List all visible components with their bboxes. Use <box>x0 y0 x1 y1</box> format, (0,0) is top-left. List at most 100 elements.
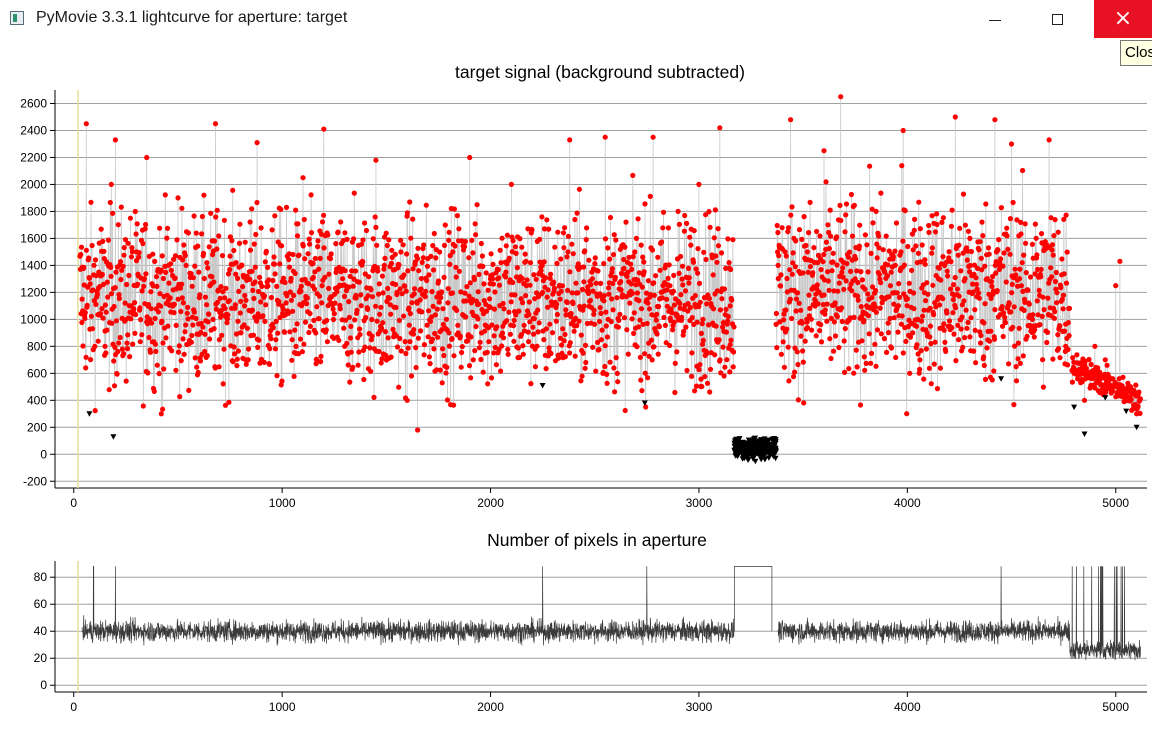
signal-point <box>216 233 222 239</box>
signal-point <box>179 205 185 211</box>
signal-point <box>597 305 603 311</box>
signal-point <box>729 297 735 303</box>
signal-point <box>632 249 638 255</box>
signal-point <box>1061 271 1067 277</box>
signal-point <box>193 230 199 236</box>
signal-plot[interactable]: -200020040060080010001200140016001800200… <box>0 80 1152 510</box>
signal-point <box>645 278 652 284</box>
maximize-button[interactable] <box>1028 0 1086 38</box>
signal-point <box>114 371 120 377</box>
signal-point <box>284 293 290 299</box>
signal-point <box>651 344 657 350</box>
signal-point <box>1005 246 1011 252</box>
signal-point <box>888 345 895 351</box>
close-button[interactable]: × <box>1094 0 1152 38</box>
signal-point <box>728 337 734 343</box>
signal-point <box>378 304 384 310</box>
signal-point <box>227 253 233 259</box>
signal-point <box>387 295 393 301</box>
signal-point <box>991 368 997 374</box>
low-signal-marker <box>745 437 752 443</box>
signal-point <box>111 358 117 364</box>
signal-point <box>958 326 964 332</box>
signal-point <box>904 411 910 417</box>
signal-point <box>773 321 779 327</box>
signal-point <box>419 259 425 265</box>
signal-point <box>968 315 974 321</box>
signal-point <box>986 251 992 257</box>
signal-point <box>690 259 697 265</box>
signal-point <box>588 282 594 288</box>
signal-point <box>547 275 553 281</box>
signal-point <box>222 305 228 311</box>
signal-point <box>1061 216 1067 222</box>
signal-point <box>206 244 212 250</box>
signal-point <box>197 358 204 364</box>
signal-point <box>88 199 94 205</box>
signal-point <box>79 319 85 326</box>
signal-point <box>826 287 832 293</box>
signal-point <box>807 264 814 270</box>
signal-point <box>578 332 584 338</box>
pixels-x-tick-label: 1000 <box>269 700 296 714</box>
signal-point <box>132 208 138 215</box>
signal-point <box>893 354 899 361</box>
signal-point <box>878 280 884 286</box>
signal-point <box>267 346 273 352</box>
signal-y-tick-label: 2400 <box>20 123 47 137</box>
signal-point <box>134 221 140 227</box>
signal-point <box>522 251 528 257</box>
signal-point <box>265 264 271 270</box>
signal-point <box>145 370 151 376</box>
signal-point <box>513 312 519 318</box>
signal-point <box>115 222 121 228</box>
signal-point <box>660 209 667 215</box>
signal-point <box>985 245 992 251</box>
signal-point <box>557 296 563 302</box>
signal-point <box>1045 295 1051 301</box>
signal-point <box>920 313 926 319</box>
signal-point <box>917 366 923 372</box>
signal-y-tick-label: 400 <box>27 393 47 407</box>
signal-point <box>157 225 163 231</box>
signal-point <box>778 283 784 289</box>
signal-point <box>451 402 457 408</box>
signal-point <box>313 330 319 336</box>
signal-point <box>101 248 107 254</box>
signal-point <box>640 254 646 260</box>
signal-point <box>978 255 984 261</box>
signal-point <box>253 231 259 238</box>
signal-point <box>880 247 886 253</box>
low-signal-marker <box>747 442 754 448</box>
signal-point <box>162 192 168 198</box>
signal-point <box>581 279 587 285</box>
signal-y-tick-label: 1600 <box>20 231 47 245</box>
signal-point <box>564 254 570 260</box>
signal-point <box>430 267 437 273</box>
minimize-button[interactable] <box>966 0 1024 38</box>
signal-point <box>454 307 460 313</box>
signal-point <box>485 287 491 293</box>
signal-point <box>520 343 526 349</box>
signal-point <box>351 190 357 196</box>
signal-point <box>1063 212 1069 218</box>
signal-point <box>980 233 986 239</box>
signal-point <box>190 322 196 328</box>
signal-point <box>89 242 95 249</box>
signal-point <box>900 127 906 134</box>
signal-point <box>576 186 583 192</box>
signal-point <box>441 274 447 280</box>
signal-point <box>520 351 526 357</box>
signal-point <box>1055 346 1062 352</box>
signal-point <box>310 260 316 266</box>
signal-point <box>319 283 325 289</box>
signal-point <box>562 354 569 360</box>
signal-point <box>967 235 973 241</box>
signal-point <box>479 306 485 313</box>
low-signal-marker <box>737 447 744 453</box>
signal-point <box>176 343 182 349</box>
signal-point <box>981 354 987 360</box>
signal-point <box>112 285 118 291</box>
signal-point <box>262 318 268 324</box>
